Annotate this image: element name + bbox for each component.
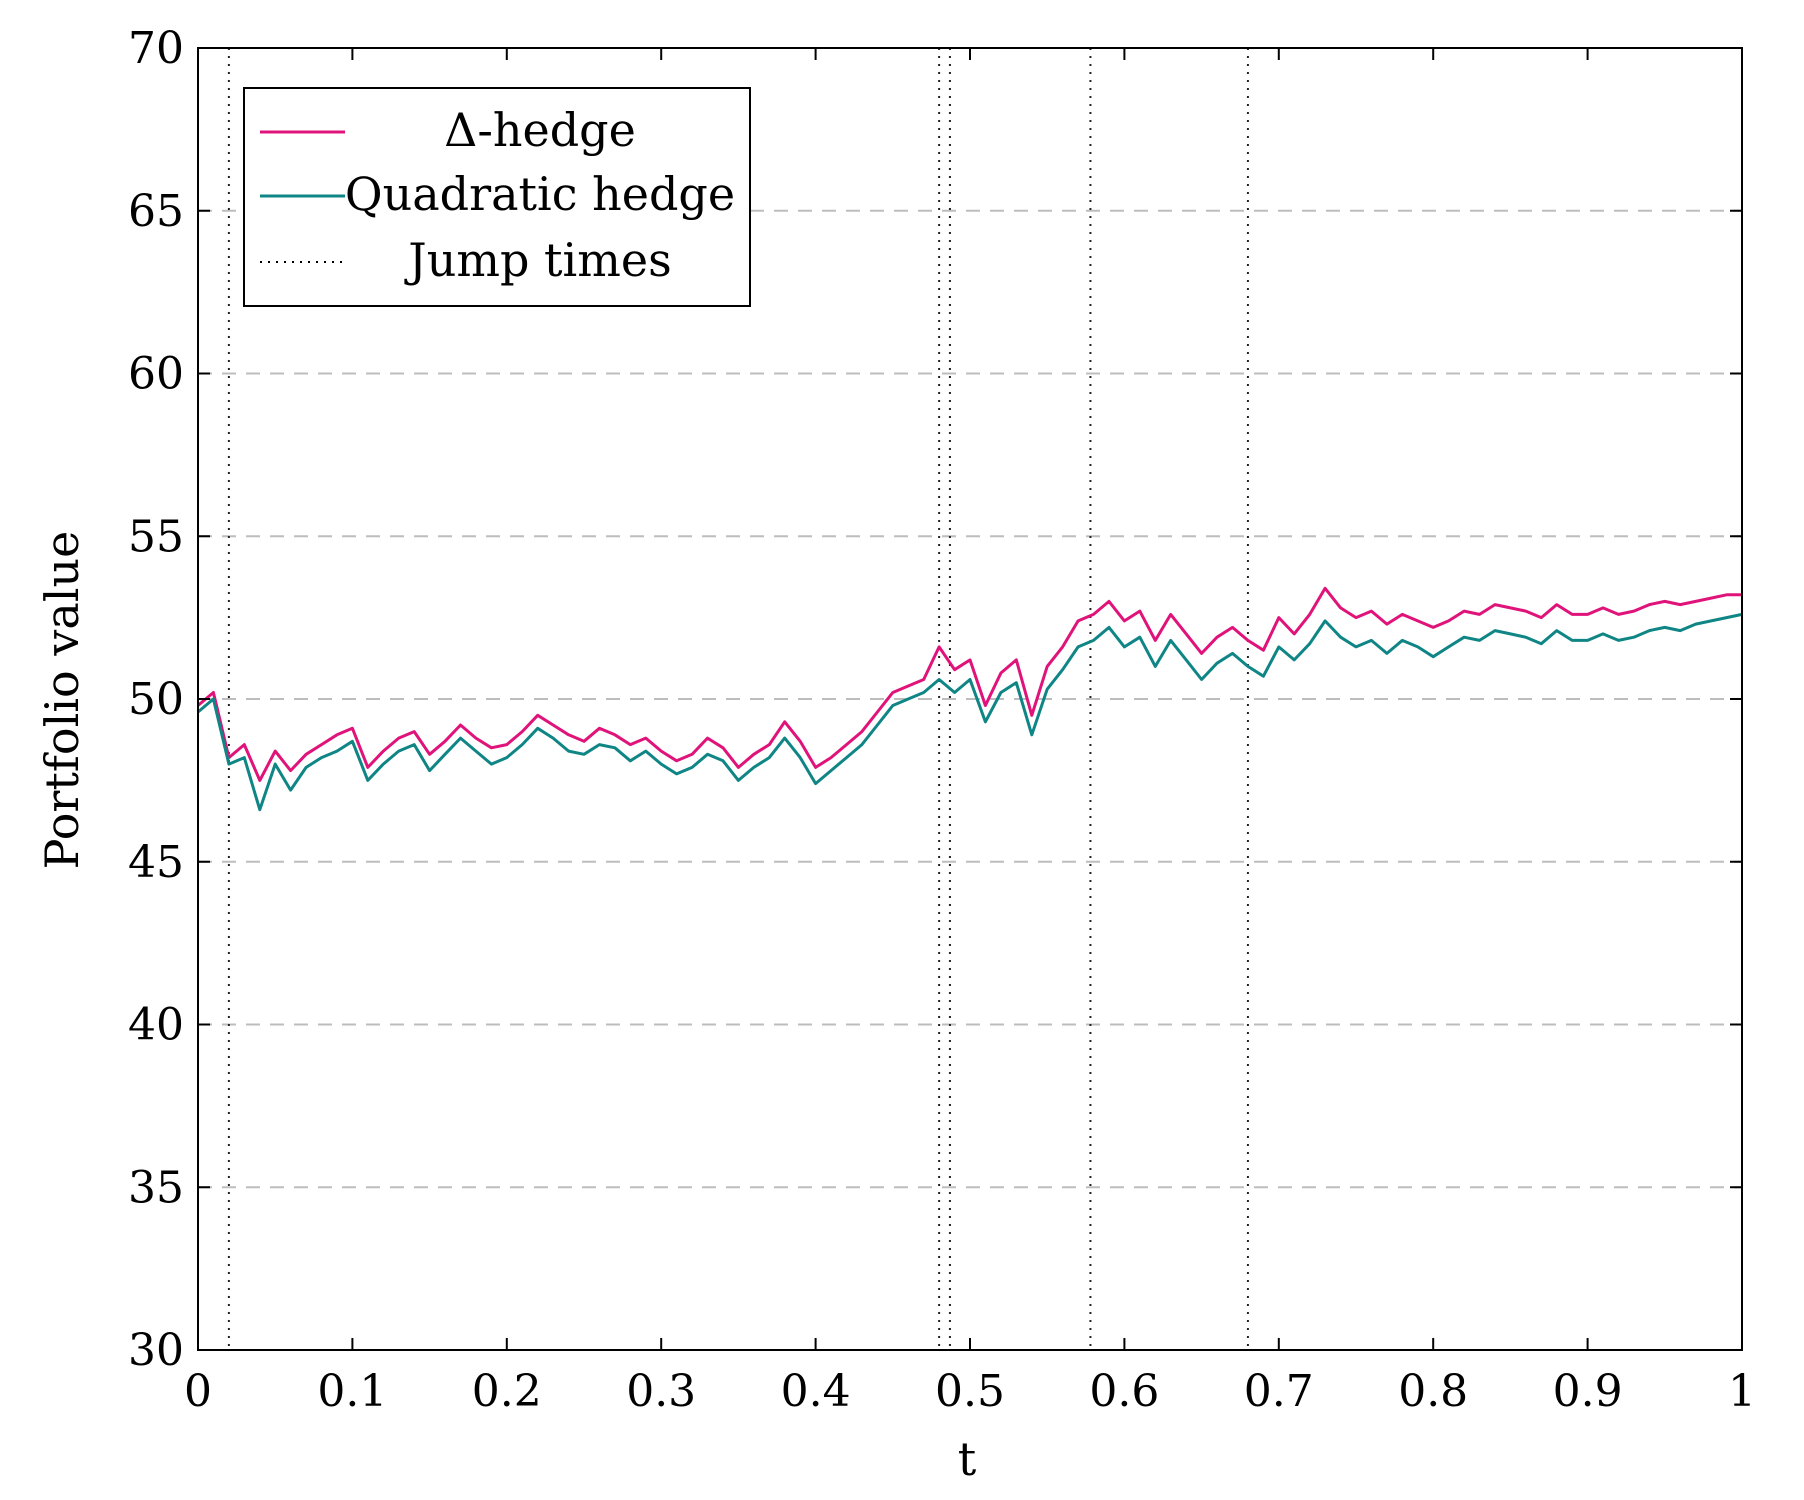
- x-tick-label: 0.2: [472, 1366, 542, 1417]
- x-tick-label: 0.6: [1089, 1366, 1159, 1417]
- x-tick-label: 0.7: [1244, 1366, 1314, 1417]
- y-tick-label: 45: [128, 837, 184, 888]
- x-tick-label: 0.5: [935, 1366, 1005, 1417]
- x-tick-label: 0.1: [317, 1366, 387, 1417]
- y-tick-label: 70: [128, 23, 184, 74]
- x-tick-label: 0.8: [1398, 1366, 1468, 1417]
- x-tick-label: 0.3: [626, 1366, 696, 1417]
- legend: Δ-hedge Quadratic hedge Jump times: [243, 87, 751, 307]
- grid-lines: [198, 209, 1742, 1189]
- series-line-delta-hedge: [197, 586, 1742, 782]
- y-axis-title: Portfolio value: [35, 531, 89, 870]
- legend-label-quadratic-hedge: Quadratic hedge: [345, 167, 735, 221]
- y-tick-label: 60: [128, 349, 184, 400]
- y-tick-label: 50: [128, 674, 184, 725]
- y-tick-label: 40: [128, 1000, 184, 1051]
- y-tick-label: 35: [128, 1162, 184, 1213]
- legend-label-jump-times: Jump times: [404, 233, 671, 287]
- x-tick-label: 0.4: [781, 1366, 851, 1417]
- series-line-quadratic-hedge: [197, 612, 1743, 812]
- series-lines: [197, 586, 1743, 812]
- axis-ticks: 30 35 40 45 50 55 60 65 70 0 0.1 0.2 0.3 0.4 0.5 0.6 0.7…: [128, 23, 1756, 1417]
- y-tick-label: 55: [128, 511, 184, 562]
- x-tick-label: 0.9: [1553, 1366, 1623, 1417]
- legend-label-delta-hedge: Δ-hedge: [444, 103, 636, 157]
- y-tick-label: 65: [128, 186, 184, 237]
- jump-time-lines: [227, 48, 1249, 1350]
- x-tick-label: 0: [184, 1366, 212, 1417]
- x-tick-label: 1: [1728, 1366, 1756, 1417]
- y-tick-label: 30: [128, 1325, 184, 1376]
- x-axis-title: t: [958, 1432, 977, 1486]
